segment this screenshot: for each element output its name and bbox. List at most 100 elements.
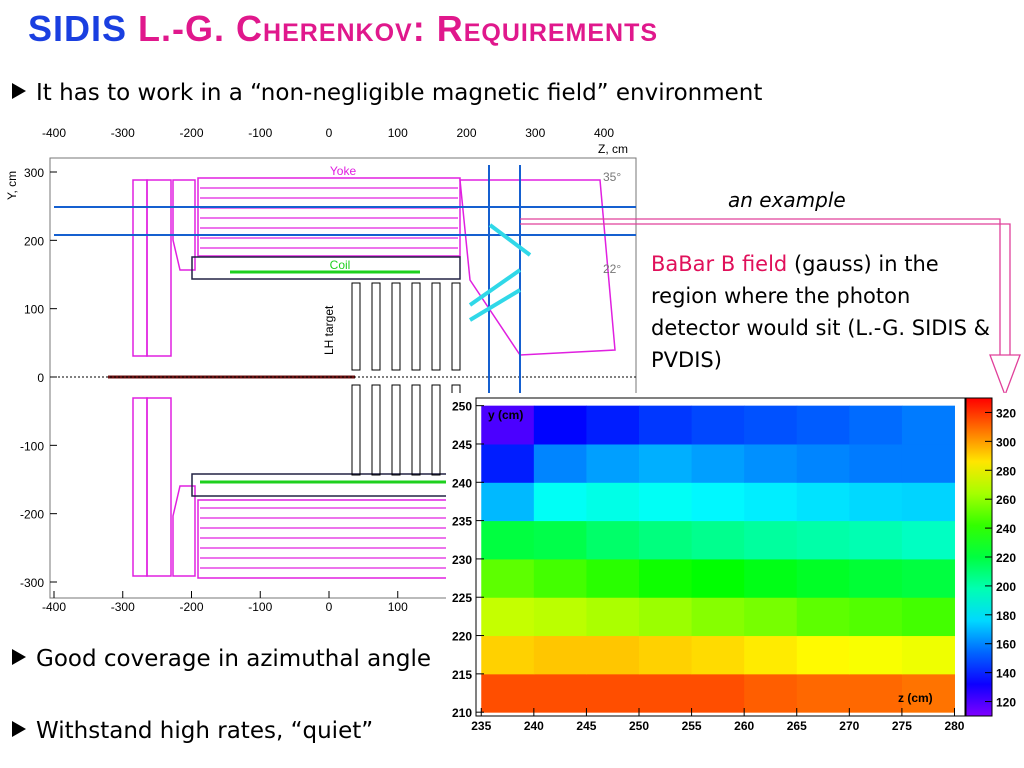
y-tick-label: 210: [452, 706, 472, 720]
heatmap-cell: [849, 635, 903, 675]
bullet: Good coverage in azimuthal angle: [12, 642, 432, 676]
color-tick-label: 220: [996, 551, 1016, 565]
color-tick-label: 260: [996, 493, 1016, 507]
heatmap-cell: [744, 635, 798, 675]
bullet: It has to work in a “non-negligible magn…: [12, 80, 762, 106]
heatmap-cell: [533, 405, 587, 445]
heatmap-cell: [849, 558, 903, 598]
heatmap-cell: [796, 635, 850, 675]
x-tick-label: 300: [525, 126, 545, 140]
y-tick-label: 225: [452, 591, 472, 605]
heatmap-cell: [481, 635, 535, 675]
y-tick-label: -200: [20, 508, 44, 522]
heatmap: y (cm) z (cm) 235 240 245 250 255 260 265 270 27…: [452, 397, 1016, 733]
photon-tracks: [468, 223, 532, 322]
heatmap-cell: [796, 558, 850, 598]
heatmap-cell: [796, 482, 850, 522]
heatmap-cell: [901, 597, 955, 637]
heatmap-cell: [586, 558, 640, 598]
x-tick-label: -300: [111, 126, 135, 140]
x-tick-label: 240: [524, 719, 544, 733]
x-tick-label: 235: [471, 719, 491, 733]
heatmap-cell: [586, 635, 640, 675]
heatmap-cell: [849, 405, 903, 445]
module: [411, 282, 421, 371]
x-tick-label: -100: [248, 600, 272, 614]
heatmap-frame: [475, 397, 966, 717]
x-tick-label: -200: [179, 126, 203, 140]
y-tick-label: 100: [24, 303, 44, 317]
x-tick-label: 100: [388, 126, 408, 140]
module: [391, 282, 401, 371]
heatmap-cell: [481, 558, 535, 598]
heatmap-cell: [639, 558, 693, 598]
x-tick-label: -400: [42, 600, 66, 614]
heatmap-cell: [586, 597, 640, 637]
x-tick-label: -100: [248, 126, 272, 140]
heatmap-cell: [639, 520, 693, 560]
y-tick-label: -300: [20, 576, 44, 590]
x-tick-label: 0: [326, 126, 333, 140]
heatmap-cell: [639, 635, 693, 675]
module: [351, 282, 361, 371]
module: [371, 384, 381, 476]
target-label: LH target: [322, 305, 336, 355]
module: [351, 384, 361, 476]
heatmap-cell: [639, 405, 693, 445]
x-tick-label: 100: [388, 600, 408, 614]
title-rest: L.-G. Cherenkov: Requirements: [138, 8, 659, 49]
heatmap-cell: [849, 520, 903, 560]
x-axis-label: Z, cm: [598, 142, 628, 156]
color-tick-label: 320: [996, 406, 1016, 420]
x-tick-label: 275: [892, 719, 912, 733]
y-tick-label: 235: [452, 515, 472, 529]
bullet-text: Good coverage in azimuthal angle: [36, 646, 431, 672]
heatmap-cell: [481, 443, 535, 483]
heatmap-cell: [691, 635, 745, 675]
module: [431, 384, 441, 476]
x-tick-label: -300: [111, 600, 135, 614]
heatmap-cell: [533, 635, 587, 675]
heatmap-cell: [586, 482, 640, 522]
heatmap-cell: [481, 520, 535, 560]
angle-label: 22°: [603, 262, 621, 276]
heatmap-cell: [691, 443, 745, 483]
heatmap-cell: [639, 482, 693, 522]
heatmap-cell: [796, 597, 850, 637]
color-tick-label: 120: [996, 696, 1016, 710]
color-tick-label: 140: [996, 667, 1016, 681]
y-tick-label: 0: [37, 371, 44, 385]
plot-frame: [49, 157, 637, 599]
color-tick-label: 200: [996, 580, 1016, 594]
heatmap-cell: [533, 482, 587, 522]
description-highlight: BaBar B field: [651, 252, 788, 276]
heatmap-cell: [744, 520, 798, 560]
heatmap-cell: [533, 673, 587, 713]
heatmap-cell: [691, 597, 745, 637]
heatmap-cell: [639, 673, 693, 713]
heatmap-cell: [796, 443, 850, 483]
slide-title: SIDIS L.-G. Cherenkov: Requirements: [28, 8, 658, 50]
module: [411, 384, 421, 476]
heatmap-cell: [901, 405, 955, 445]
yoke-label: Yoke: [330, 164, 357, 178]
heatmap-cell: [796, 405, 850, 445]
connector: [520, 218, 1021, 397]
heatmap-cell: [586, 443, 640, 483]
y-tick-label: 300: [24, 166, 44, 180]
x-axis-label: z (cm): [898, 691, 933, 705]
heatmap-cell: [481, 482, 535, 522]
angle-label: 35°: [603, 170, 621, 184]
x-tick-label: 255: [682, 719, 702, 733]
heatmap-cell: [744, 597, 798, 637]
heatmap-cell: [691, 673, 745, 713]
heatmap-cell: [796, 673, 850, 713]
y-tick-label: 245: [452, 438, 472, 452]
heatmap-cells: [481, 405, 955, 713]
detector-drawing: [132, 177, 616, 579]
bullet-text: Withstand high rates, “quiet”: [36, 718, 374, 744]
heatmap-cell: [901, 635, 955, 675]
bullet-text: It has to work in a “non-negligible magn…: [36, 80, 763, 106]
